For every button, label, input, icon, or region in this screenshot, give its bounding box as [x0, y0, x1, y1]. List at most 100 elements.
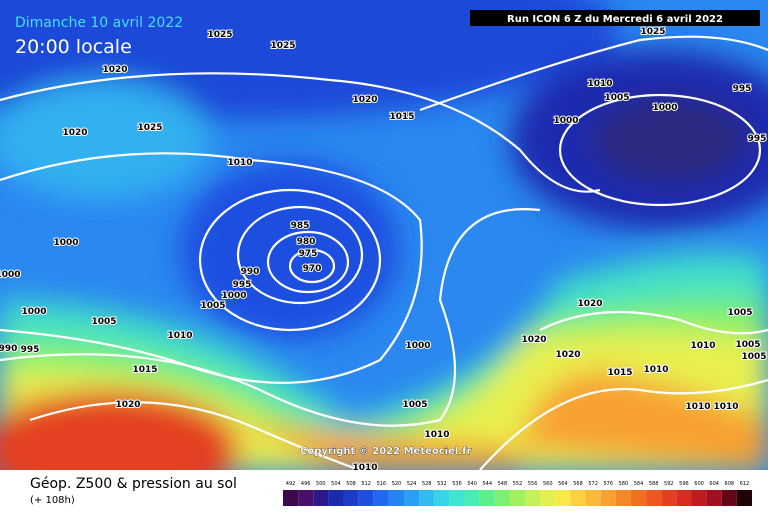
isobar-label: 1010	[167, 331, 192, 341]
scale-swatch	[343, 490, 359, 506]
scale-label: 524	[407, 481, 417, 487]
scale-swatch	[494, 490, 510, 506]
isobar-label: 1010	[227, 158, 252, 168]
scale-label: 528	[422, 481, 432, 487]
scale-label: 520	[392, 481, 402, 487]
scale-label: 512	[361, 481, 371, 487]
scale-label: 532	[437, 481, 447, 487]
isobar-label: 1020	[577, 299, 602, 309]
isobar-label: 1010	[690, 341, 715, 351]
isobar-label: 1010	[587, 79, 612, 89]
isobar-label: 1010	[713, 402, 738, 412]
scale-swatch	[373, 490, 389, 506]
isobar-label: 990	[241, 267, 260, 277]
footer-title: Géop. Z500 & pression au sol	[30, 476, 237, 492]
isobar-label: 1020	[352, 95, 377, 105]
scale-swatch	[388, 490, 405, 506]
scale-swatch	[358, 490, 374, 506]
scale-label: 556	[528, 481, 538, 487]
isobar-label: 1020	[102, 65, 127, 75]
scale-swatch	[328, 490, 344, 506]
scale-swatch	[630, 490, 647, 506]
scale-label: 544	[482, 481, 492, 487]
scale-swatch	[540, 490, 556, 506]
scale-swatch	[525, 490, 541, 506]
scale-swatch	[721, 490, 737, 506]
isobars	[0, 35, 768, 472]
scale-label: 564	[558, 481, 568, 487]
scale-swatch	[661, 490, 677, 506]
scale-label: 540	[467, 481, 477, 487]
isobar-label: 1000	[0, 270, 21, 280]
scale-swatch	[615, 490, 631, 506]
scale-label: 612	[740, 481, 750, 487]
isobar-label: 980	[297, 237, 316, 247]
isobar-label: 1025	[640, 27, 665, 37]
isobar-label: 1010	[424, 430, 449, 440]
scale-swatch	[676, 490, 692, 506]
isobar-label: 975	[299, 249, 318, 259]
isobar-label: 1000	[553, 116, 578, 126]
scale-swatch	[283, 490, 299, 506]
scale-label: 504	[331, 481, 341, 487]
isobar-labels: 1025 1025 1020 1020 1015 1020 1025 1010 1000 1000…	[0, 26, 768, 474]
scale-swatch	[298, 490, 314, 506]
isobar-label: 995	[733, 84, 752, 94]
isobar-label: 970	[303, 264, 322, 274]
scale-swatch	[691, 490, 707, 506]
isobar-label: 1020	[62, 128, 87, 138]
isobar-label: 1000	[405, 341, 430, 351]
scale-label: 516	[377, 481, 387, 487]
scale-swatch	[646, 490, 662, 506]
scale-label: 492	[286, 481, 296, 487]
isobar-label: 1005	[604, 93, 629, 103]
isobar-label: 1000	[221, 291, 246, 301]
isobar-label: 1020	[115, 400, 140, 410]
isobar-label: 1015	[607, 368, 632, 378]
local-time: 20:00 locale	[15, 36, 132, 58]
isobar-label: 1005	[91, 317, 116, 327]
scale-swatch	[555, 490, 571, 506]
scale-label: 508	[346, 481, 356, 487]
isobar-label: 1005	[727, 308, 752, 318]
run-info: Run ICON 6 Z du Mercredi 6 avril 2022	[507, 14, 723, 25]
scale-label: 552	[513, 481, 523, 487]
isobar-label: 1000	[652, 103, 677, 113]
scale-label: 604	[709, 481, 719, 487]
color-scale: 492 496 500 504 508 512 516 520 524 528 532 536 540 5…	[283, 481, 752, 506]
copyright: Copyright © 2022 Meteociel.fr	[300, 446, 471, 457]
scale-swatch	[706, 490, 722, 506]
isobar-label: 1025	[137, 123, 162, 133]
scale-swatch	[509, 490, 526, 506]
scale-swatch	[449, 490, 465, 506]
scale-swatch	[419, 490, 435, 506]
run-box	[470, 10, 760, 26]
isobar-label: 1005	[200, 301, 225, 311]
scale-label: 596	[679, 481, 689, 487]
scale-swatch	[464, 490, 480, 506]
scale-label: 580	[619, 481, 629, 487]
scale-label: 500	[316, 481, 326, 487]
isobar-label: 995	[233, 280, 252, 290]
isobar-label: 1010	[643, 365, 668, 375]
isobar-label: 1005	[402, 400, 427, 410]
scale-label: 568	[573, 481, 583, 487]
scale-label: 548	[498, 481, 508, 487]
scale-label: 588	[649, 481, 659, 487]
isobar-label: 1005	[741, 352, 766, 362]
isobar-label: 1020	[521, 335, 546, 345]
scale-label: 572	[588, 481, 598, 487]
isobar-label: 995	[21, 345, 40, 355]
isobar-label: 1025	[270, 41, 295, 51]
isobar-label: 1020	[555, 350, 580, 360]
isobar-label: 1015	[389, 112, 414, 122]
scale-label: 584	[634, 481, 644, 487]
scale-label: 608	[725, 481, 735, 487]
isobar-label: 985	[291, 221, 310, 231]
isobar-label: 990	[0, 344, 17, 354]
isobar-label: 1025	[207, 30, 232, 40]
scale-label: 536	[452, 481, 462, 487]
scale-label: 496	[301, 481, 311, 487]
